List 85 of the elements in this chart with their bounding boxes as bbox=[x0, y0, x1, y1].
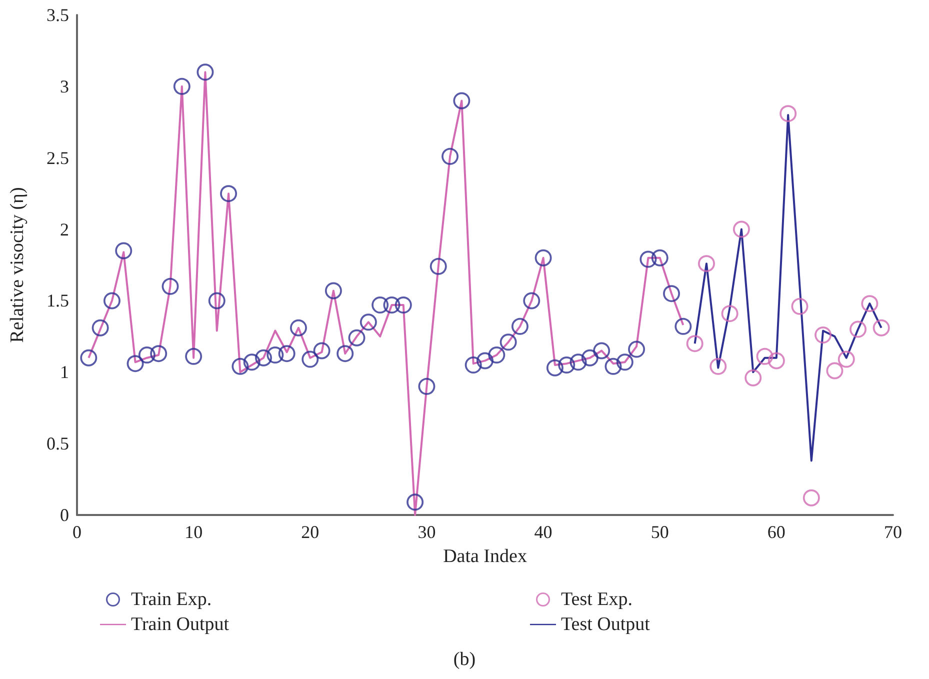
point bbox=[838, 350, 855, 368]
x-axis-title: Data Index bbox=[443, 546, 528, 567]
point bbox=[604, 358, 622, 375]
y-tick-label: 0.5 bbox=[46, 434, 69, 454]
point bbox=[185, 348, 202, 365]
x-tick-label: 30 bbox=[418, 522, 436, 542]
y-tick-label: 2 bbox=[60, 219, 69, 240]
point bbox=[698, 255, 715, 272]
point bbox=[768, 352, 785, 370]
x-tick-label: 70 bbox=[884, 522, 902, 542]
point bbox=[266, 346, 284, 364]
point bbox=[208, 292, 226, 310]
point bbox=[418, 378, 436, 395]
point bbox=[324, 282, 342, 300]
point bbox=[826, 362, 844, 380]
text: (b) bbox=[453, 649, 476, 670]
point bbox=[313, 342, 330, 360]
point bbox=[348, 329, 366, 346]
point bbox=[488, 346, 506, 364]
point bbox=[850, 320, 867, 338]
point bbox=[173, 78, 190, 95]
point bbox=[872, 319, 890, 336]
y-tick-label: 0 bbox=[60, 505, 69, 525]
point bbox=[802, 489, 820, 506]
point bbox=[534, 249, 552, 266]
point bbox=[744, 369, 762, 386]
point bbox=[616, 354, 634, 371]
point bbox=[663, 285, 680, 302]
point bbox=[138, 346, 156, 364]
point bbox=[360, 314, 377, 331]
legend-label: Test Exp. bbox=[561, 589, 632, 610]
y-tick-label: 3.5 bbox=[46, 5, 69, 25]
point bbox=[861, 295, 878, 312]
point bbox=[674, 318, 692, 335]
x-tick-label: 40 bbox=[534, 522, 552, 542]
point bbox=[453, 92, 470, 110]
point bbox=[406, 494, 424, 511]
point bbox=[394, 296, 412, 314]
point bbox=[732, 220, 750, 238]
point bbox=[92, 319, 109, 336]
point bbox=[150, 345, 168, 362]
legend-label: Test Output bbox=[561, 614, 651, 635]
point bbox=[220, 185, 238, 202]
legend-label: Train Output bbox=[131, 614, 230, 635]
point bbox=[593, 342, 610, 360]
point bbox=[756, 348, 774, 365]
x-tick-label: 20 bbox=[301, 522, 320, 542]
point bbox=[80, 349, 98, 366]
point bbox=[162, 278, 179, 295]
x-tick-label: 60 bbox=[767, 522, 786, 542]
point bbox=[686, 335, 704, 352]
point bbox=[372, 296, 389, 314]
point bbox=[721, 305, 738, 322]
legend-label: Train Exp. bbox=[131, 589, 212, 610]
point bbox=[278, 345, 296, 362]
point bbox=[546, 359, 564, 376]
x-tick-label: 0 bbox=[72, 522, 82, 542]
point bbox=[628, 340, 646, 358]
x-tick-label: 10 bbox=[184, 522, 203, 542]
point bbox=[651, 249, 668, 266]
y-tick-label: 2.5 bbox=[46, 148, 69, 168]
y-axis-title: Relative visocity (η) bbox=[7, 187, 28, 343]
y-tick-label: 1 bbox=[60, 362, 69, 382]
point bbox=[103, 292, 120, 310]
point bbox=[814, 326, 832, 344]
point bbox=[780, 105, 797, 122]
point bbox=[523, 292, 540, 310]
point bbox=[336, 345, 354, 362]
point bbox=[255, 349, 272, 366]
point bbox=[290, 319, 307, 336]
point bbox=[232, 358, 249, 375]
point bbox=[430, 258, 447, 275]
point bbox=[511, 318, 528, 335]
point bbox=[791, 298, 808, 315]
point bbox=[500, 334, 517, 351]
point bbox=[115, 242, 132, 260]
y-tick-label: 3 bbox=[60, 76, 69, 96]
point bbox=[710, 358, 727, 375]
x-tick-label: 50 bbox=[650, 522, 669, 542]
y-tick-label: 1.5 bbox=[46, 290, 69, 311]
point bbox=[442, 148, 459, 165]
point bbox=[196, 64, 214, 81]
point bbox=[243, 354, 260, 371]
point bbox=[464, 356, 482, 374]
point bbox=[558, 356, 576, 374]
